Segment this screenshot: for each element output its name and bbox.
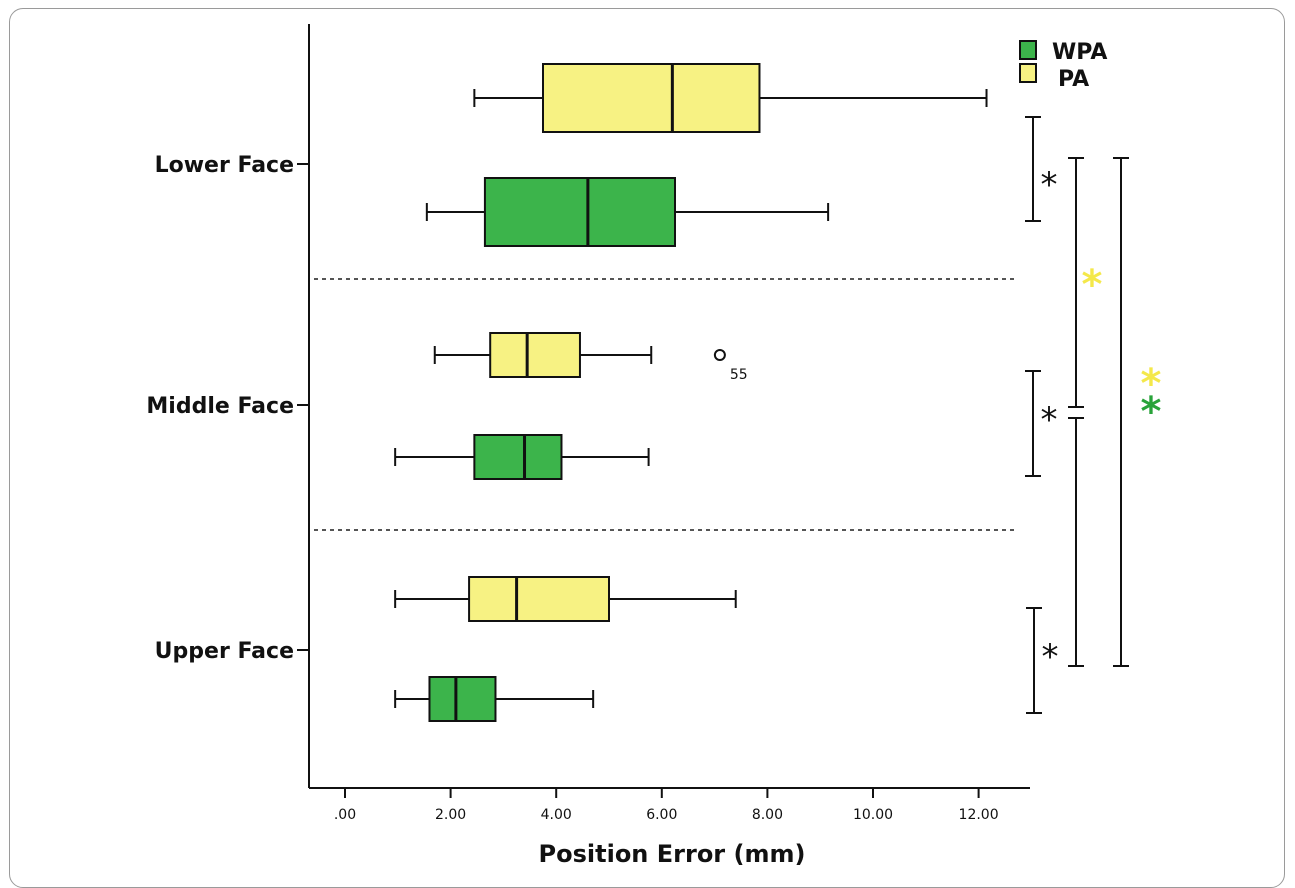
y-tick-label: Middle Face	[146, 394, 294, 419]
box-iqr	[489, 332, 581, 378]
significance-asterisk-yellow: *	[1141, 361, 1162, 407]
box-pa-upper-face	[394, 576, 737, 622]
box-iqr	[473, 434, 563, 480]
legend-label-pa: PA	[1058, 67, 1089, 92]
x-tick-label: 12.00	[959, 807, 999, 823]
box-pa-middle-face: 55	[433, 332, 748, 383]
significance-bracket-outer	[1113, 157, 1129, 667]
box-iqr	[428, 676, 497, 722]
significance-asterisk-green: *	[1141, 389, 1162, 435]
significance-bracket-middle	[1025, 370, 1041, 477]
significance-bracket-upper	[1026, 607, 1042, 714]
outlier-label: 55	[730, 367, 748, 383]
legend-label-wpa: WPA	[1052, 40, 1107, 65]
x-axis-ticks: .00 2.00 4.00 6.00 8.00 10.00 12.00	[334, 788, 999, 823]
x-tick-label: 8.00	[752, 807, 783, 823]
x-tick-label: 10.00	[853, 807, 893, 823]
significance-bracket-lower-upper-broken	[1068, 157, 1084, 667]
significance-asterisk: *	[1041, 165, 1058, 205]
boxplot-boxes: 55	[394, 63, 988, 722]
x-axis-label: Position Error (mm)	[539, 840, 806, 867]
x-tick-label: 6.00	[646, 807, 677, 823]
y-tick-label: Lower Face	[155, 153, 294, 178]
significance-asterisk: *	[1042, 637, 1059, 677]
x-tick-label: 4.00	[541, 807, 572, 823]
y-tick-label: Upper Face	[155, 639, 294, 664]
box-wpa-upper-face	[394, 676, 595, 722]
legend-swatch-pa	[1019, 63, 1037, 83]
boxplot-chart: Lower Face Middle Face Upper Face .00 2.0…	[146, 24, 1162, 867]
x-tick-label: 2.00	[435, 807, 466, 823]
box-wpa-middle-face	[394, 434, 650, 480]
x-tick-label: .00	[334, 807, 356, 823]
legend-swatch-wpa	[1019, 40, 1037, 60]
significance-asterisk: *	[1041, 400, 1058, 440]
box-iqr	[483, 177, 677, 247]
outlier-point	[713, 349, 726, 361]
significance-asterisk-yellow: *	[1082, 262, 1103, 308]
box-wpa-lower-face	[425, 177, 830, 247]
box-iqr	[542, 63, 761, 133]
box-pa-lower-face	[473, 63, 988, 133]
box-iqr	[468, 576, 610, 622]
significance-bracket-lower	[1025, 116, 1041, 222]
